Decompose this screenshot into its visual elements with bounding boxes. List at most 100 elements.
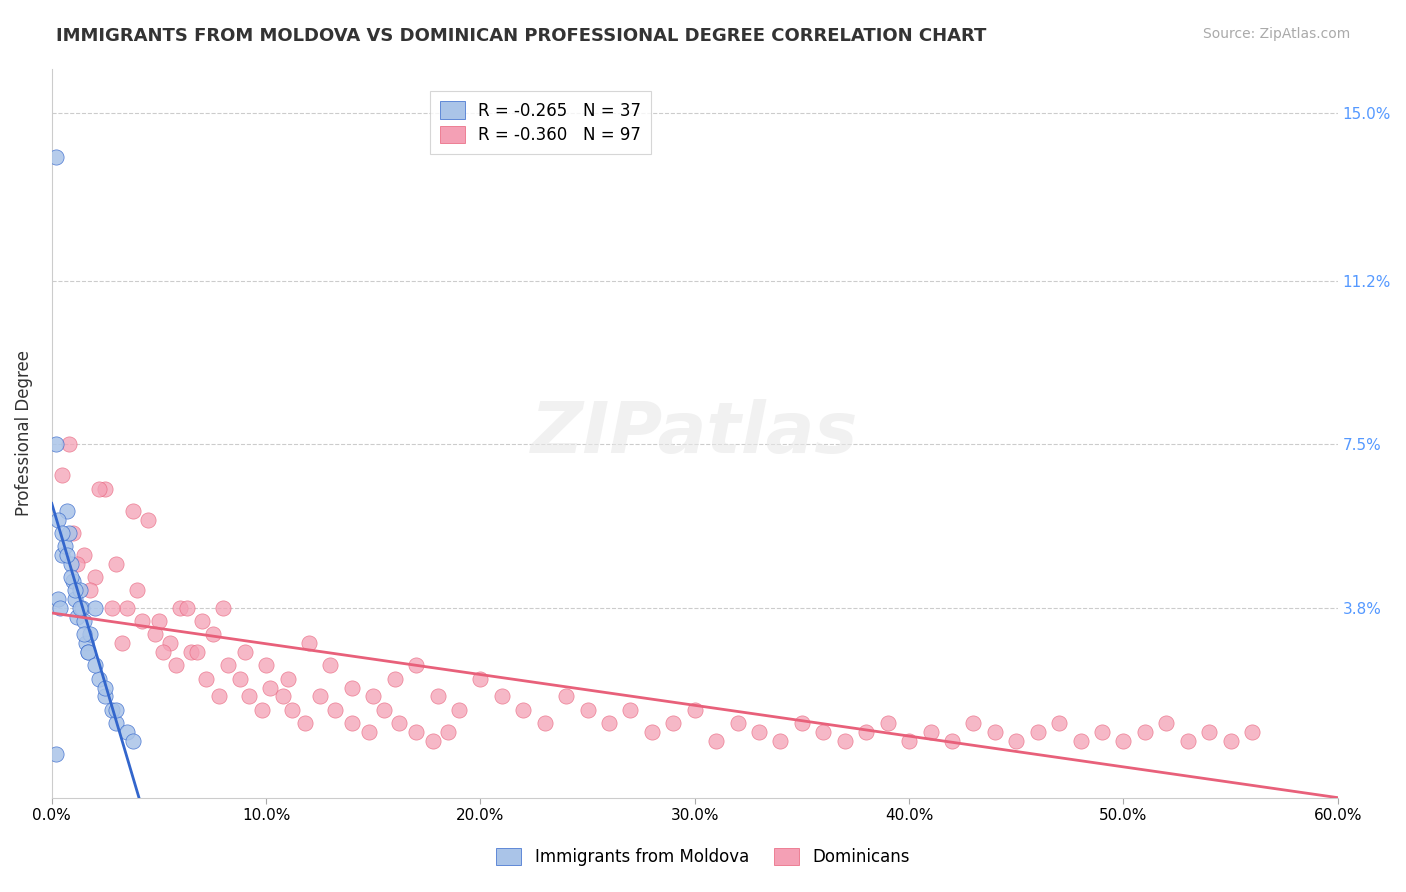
Point [122, 733, 145, 747]
Point [962, 715, 984, 730]
Point [555, 690, 578, 704]
Point [308, 690, 330, 704]
Point [1070, 733, 1092, 747]
Point [83, 658, 105, 673]
Y-axis label: Professional Degree: Professional Degree [15, 351, 32, 516]
Point [1026, 724, 1049, 739]
Point [87, 672, 110, 686]
Point [683, 703, 706, 717]
Point [111, 636, 134, 650]
Point [984, 724, 1007, 739]
Point [294, 715, 316, 730]
Point [1133, 724, 1156, 739]
Point [281, 703, 304, 717]
Point [813, 724, 835, 739]
Point [87, 482, 110, 496]
Point [75, 636, 97, 650]
Point [79, 583, 101, 598]
Point [70, 601, 93, 615]
Point [46, 592, 69, 607]
Point [60, 570, 83, 584]
Point [876, 715, 898, 730]
Legend: Immigrants from Moldova, Dominicans: Immigrants from Moldova, Dominicans [488, 840, 918, 875]
Point [250, 703, 273, 717]
Point [512, 703, 534, 717]
Point [49, 601, 72, 615]
Point [73, 627, 96, 641]
Point [1091, 724, 1114, 739]
Point [131, 614, 153, 628]
Point [271, 690, 294, 704]
Text: Source: ZipAtlas.com: Source: ZipAtlas.com [1202, 27, 1350, 41]
Point [77, 645, 100, 659]
Point [1177, 733, 1199, 747]
Point [238, 690, 260, 704]
Point [105, 557, 128, 571]
Point [323, 703, 346, 717]
Point [100, 703, 122, 717]
Point [1219, 733, 1241, 747]
Point [447, 703, 470, 717]
Point [69, 601, 91, 615]
Point [1156, 715, 1178, 730]
Point [388, 715, 411, 730]
Point [233, 645, 256, 659]
Point [254, 658, 277, 673]
Point [169, 601, 191, 615]
Point [373, 703, 395, 717]
Point [127, 583, 149, 598]
Point [51, 468, 73, 483]
Point [426, 690, 449, 704]
Point [619, 703, 641, 717]
Point [180, 645, 202, 659]
Point [45, 150, 67, 164]
Point [1047, 715, 1070, 730]
Point [45, 437, 67, 451]
Point [73, 614, 96, 628]
Point [319, 658, 342, 673]
Point [55, 503, 77, 517]
Point [66, 557, 89, 571]
Point [105, 715, 128, 730]
Point [77, 645, 100, 659]
Point [79, 627, 101, 641]
Point [470, 672, 492, 686]
Point [1240, 724, 1263, 739]
Text: IMMIGRANTS FROM MOLDOVA VS DOMINICAN PROFESSIONAL DEGREE CORRELATION CHART: IMMIGRANTS FROM MOLDOVA VS DOMINICAN PRO… [56, 27, 987, 45]
Point [46, 512, 69, 526]
Point [51, 548, 73, 562]
Point [229, 672, 252, 686]
Point [405, 658, 427, 673]
Point [186, 645, 208, 659]
Point [357, 724, 380, 739]
Point [1112, 733, 1135, 747]
Point [769, 733, 792, 747]
Point [115, 601, 138, 615]
Point [122, 503, 145, 517]
Point [83, 601, 105, 615]
Point [94, 690, 117, 704]
Point [790, 715, 813, 730]
Point [165, 658, 187, 673]
Point [115, 724, 138, 739]
Point [208, 690, 231, 704]
Point [58, 437, 80, 451]
Point [94, 482, 117, 496]
Point [73, 548, 96, 562]
Point [83, 570, 105, 584]
Point [159, 636, 181, 650]
Point [53, 539, 76, 553]
Point [298, 636, 321, 650]
Point [143, 627, 166, 641]
Point [491, 690, 513, 704]
Point [65, 583, 87, 598]
Point [136, 512, 159, 526]
Point [45, 747, 67, 761]
Point [201, 627, 224, 641]
Legend: R = -0.265   N = 37, R = -0.360   N = 97: R = -0.265 N = 37, R = -0.360 N = 97 [430, 92, 651, 154]
Point [941, 733, 963, 747]
Point [361, 690, 384, 704]
Point [66, 609, 89, 624]
Point [576, 703, 599, 717]
Point [834, 733, 856, 747]
